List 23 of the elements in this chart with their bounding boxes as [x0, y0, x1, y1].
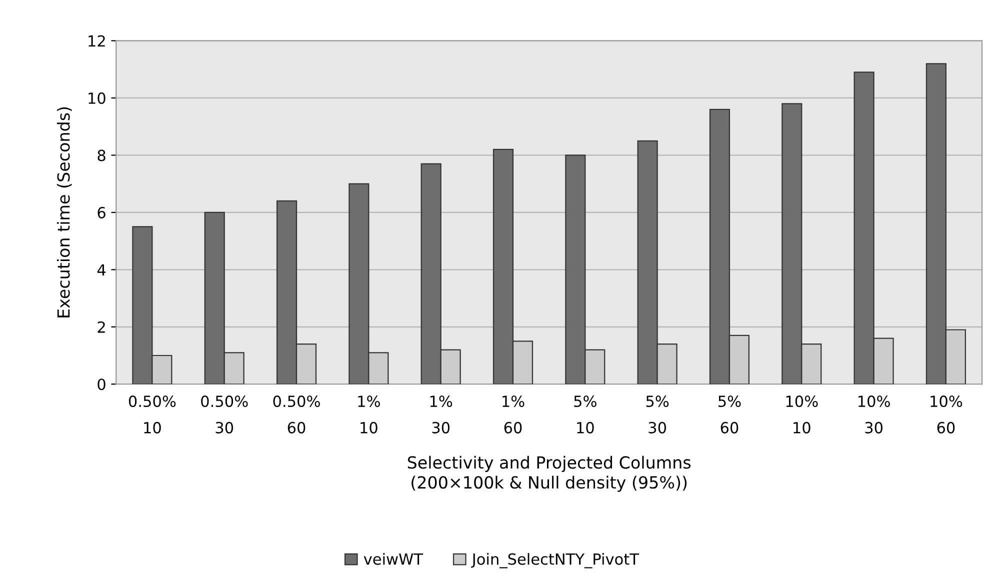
x-tick-label: 5% 30 — [646, 396, 669, 434]
x-tick-label: 5% 10 — [574, 396, 596, 434]
x-tick-label: 5% 60 — [718, 396, 741, 434]
x-tick-label: 0.50% 30 — [201, 396, 248, 434]
y-tick-label: 6 — [98, 206, 106, 218]
y-axis-title: Execution time (Seconds) — [56, 107, 72, 318]
legend-label: Join_SelectNTY_PivotT — [471, 553, 640, 568]
y-tick-label: 12 — [88, 35, 105, 47]
x-tick-label: 0.50% 10 — [128, 396, 176, 434]
x-tick-label: 10% 10 — [786, 396, 818, 434]
legend-label: veiwWT — [364, 553, 424, 565]
x-tick-label: 10% 30 — [858, 396, 890, 434]
y-tick-label: 8 — [98, 150, 106, 162]
x-tick-label: 1% 60 — [502, 396, 524, 434]
y-tick-label: 10 — [88, 92, 106, 104]
y-tick-label: 0 — [98, 378, 106, 390]
x-tick-label: 10% 60 — [930, 396, 962, 434]
x-axis-title: Selectivity and Projected Columns (200×100k & Null density (95%)) — [408, 456, 691, 492]
x-tick-label: 1% 30 — [430, 396, 452, 434]
y-tick-label: 4 — [97, 264, 106, 276]
y-tick-label: 2 — [98, 321, 105, 333]
x-tick-label: 0.50% 60 — [273, 396, 320, 434]
x-tick-label: 1% 10 — [358, 396, 380, 434]
